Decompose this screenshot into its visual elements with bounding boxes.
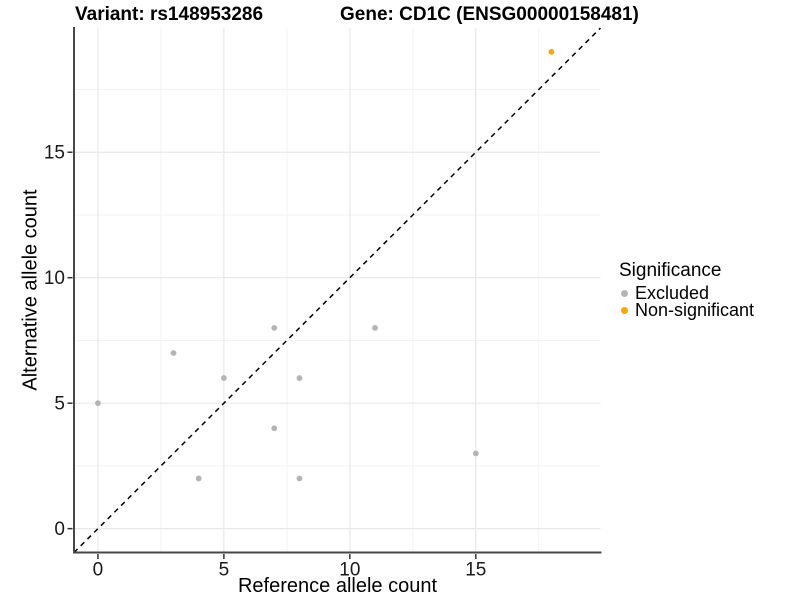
legend-label-excluded: Excluded [635,283,710,303]
y-tick-label: 10 [44,268,65,289]
y-tick-label: 15 [44,143,65,164]
x-axis-title: Reference allele count [237,575,437,597]
data-point-excluded [170,350,177,356]
x-tick-label: 0 [93,560,104,581]
data-point-excluded [95,400,101,407]
y-axis-title: Alternative allele count [19,189,42,391]
data-point-excluded [372,324,378,331]
legend-dot-non-significant-icon [621,307,628,314]
data-point-excluded [472,450,479,457]
x-tick-label: 15 [465,560,486,581]
legend-title: Significance [619,260,722,281]
data-point-excluded [195,475,202,482]
x-tick-label: 5 [219,560,230,581]
legend: Significance Excluded Non-significant [617,260,755,320]
data-point-non-significant [548,48,555,55]
data-point-excluded [296,475,303,482]
data-point-excluded [271,425,278,432]
identity-dashed-line [73,27,602,554]
plot-title-variant: Variant: rs148953286 [75,4,264,25]
legend-entry-non-significant: Non-significant [617,300,755,320]
x-tick-label: 10 [339,560,360,581]
legend-entry-excluded: Excluded [617,283,754,303]
legend-label-non-significant: Non-significant [635,300,755,320]
data-point-excluded [271,324,278,331]
data-point-excluded [296,375,303,381]
y-tick-label: 5 [54,394,65,415]
data-point-excluded [220,375,227,381]
y-tick-label: 0 [54,519,65,540]
legend-dot-excluded-icon [621,290,628,297]
plot-title-gene: Gene: CD1C (ENSG00000158481) [340,4,639,25]
